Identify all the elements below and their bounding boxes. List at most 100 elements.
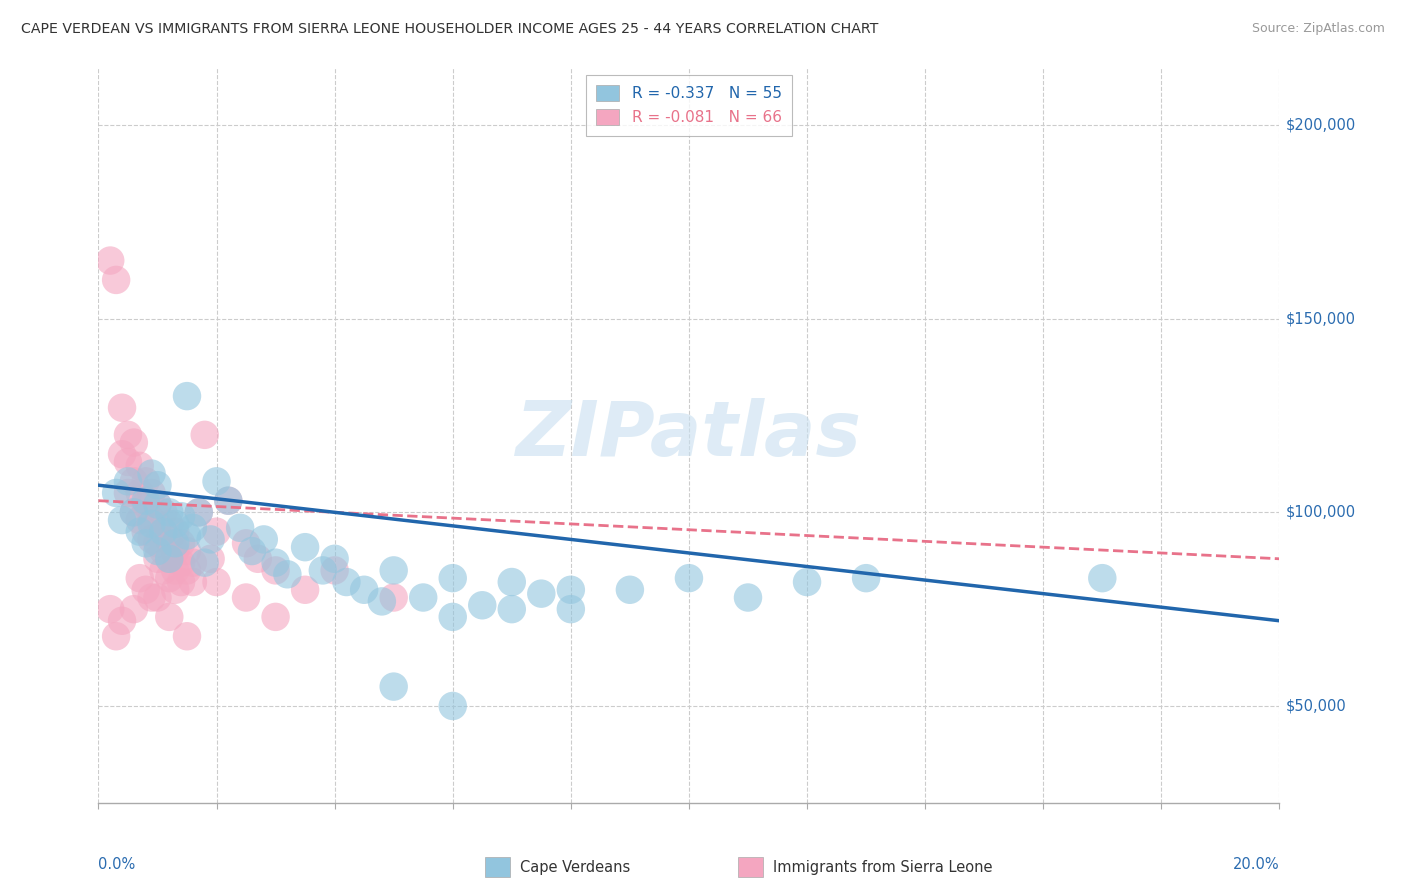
Point bbox=[471, 599, 494, 613]
Point bbox=[135, 475, 157, 489]
Point bbox=[141, 516, 163, 531]
Text: Immigrants from Sierra Leone: Immigrants from Sierra Leone bbox=[773, 860, 993, 874]
Point bbox=[157, 610, 180, 624]
Point bbox=[122, 602, 145, 616]
Point bbox=[501, 602, 523, 616]
Point bbox=[146, 544, 169, 558]
Text: $50,000: $50,000 bbox=[1285, 698, 1346, 714]
Point bbox=[165, 582, 187, 597]
Point bbox=[157, 533, 180, 547]
Text: Source: ZipAtlas.com: Source: ZipAtlas.com bbox=[1251, 22, 1385, 36]
Point bbox=[187, 505, 209, 519]
Point bbox=[117, 486, 139, 500]
Point bbox=[141, 486, 163, 500]
Point bbox=[229, 521, 252, 535]
Text: $200,000: $200,000 bbox=[1285, 118, 1355, 133]
Point bbox=[146, 591, 169, 605]
Point bbox=[441, 571, 464, 585]
Point bbox=[1091, 571, 1114, 585]
Point bbox=[200, 533, 222, 547]
Point bbox=[323, 551, 346, 566]
Text: Cape Verdeans: Cape Verdeans bbox=[520, 860, 630, 874]
Point bbox=[235, 591, 257, 605]
Point bbox=[176, 629, 198, 643]
Point bbox=[382, 563, 405, 577]
Point bbox=[152, 563, 174, 577]
Point bbox=[152, 505, 174, 519]
Point bbox=[170, 509, 193, 524]
Point bbox=[176, 389, 198, 403]
Point bbox=[560, 582, 582, 597]
Point bbox=[141, 533, 163, 547]
Point bbox=[128, 458, 150, 473]
Point bbox=[170, 556, 193, 570]
Point bbox=[152, 524, 174, 539]
Point bbox=[105, 273, 128, 287]
Point bbox=[157, 551, 180, 566]
Point bbox=[146, 498, 169, 512]
Point bbox=[294, 582, 316, 597]
Point bbox=[530, 587, 553, 601]
Point bbox=[205, 575, 228, 590]
Point bbox=[135, 493, 157, 508]
Point bbox=[678, 571, 700, 585]
Point bbox=[323, 563, 346, 577]
Point bbox=[117, 475, 139, 489]
Point bbox=[105, 629, 128, 643]
Point bbox=[141, 591, 163, 605]
Point bbox=[253, 533, 276, 547]
Point bbox=[796, 575, 818, 590]
Point bbox=[181, 575, 204, 590]
Point bbox=[170, 575, 193, 590]
Legend: R = -0.337   N = 55, R = -0.081   N = 66: R = -0.337 N = 55, R = -0.081 N = 66 bbox=[586, 75, 792, 136]
Point bbox=[205, 524, 228, 539]
Point bbox=[111, 614, 134, 628]
Point bbox=[187, 505, 209, 519]
Point bbox=[737, 591, 759, 605]
Point bbox=[141, 467, 163, 481]
Point bbox=[441, 698, 464, 713]
Point bbox=[276, 567, 298, 582]
Point bbox=[194, 556, 217, 570]
Text: CAPE VERDEAN VS IMMIGRANTS FROM SIERRA LEONE HOUSEHOLDER INCOME AGES 25 - 44 YEA: CAPE VERDEAN VS IMMIGRANTS FROM SIERRA L… bbox=[21, 22, 879, 37]
Point bbox=[98, 253, 121, 268]
Point bbox=[146, 498, 169, 512]
Point bbox=[122, 505, 145, 519]
Point bbox=[217, 493, 239, 508]
Point bbox=[194, 428, 217, 442]
Text: $100,000: $100,000 bbox=[1285, 505, 1355, 520]
Point bbox=[146, 536, 169, 550]
Point bbox=[122, 475, 145, 489]
Point bbox=[382, 591, 405, 605]
Point bbox=[157, 551, 180, 566]
Point bbox=[146, 516, 169, 531]
Point bbox=[128, 486, 150, 500]
Point bbox=[157, 516, 180, 531]
Point bbox=[98, 602, 121, 616]
Point bbox=[619, 582, 641, 597]
Point bbox=[176, 563, 198, 577]
Point bbox=[152, 524, 174, 539]
Point bbox=[111, 447, 134, 461]
Point bbox=[111, 513, 134, 527]
Point bbox=[170, 536, 193, 550]
Text: $150,000: $150,000 bbox=[1285, 311, 1355, 326]
Point bbox=[382, 680, 405, 694]
Point bbox=[165, 524, 187, 539]
Text: 20.0%: 20.0% bbox=[1233, 857, 1279, 872]
FancyBboxPatch shape bbox=[485, 857, 510, 877]
Point bbox=[181, 521, 204, 535]
Point bbox=[135, 524, 157, 539]
Point bbox=[165, 516, 187, 531]
Point bbox=[165, 536, 187, 550]
Point bbox=[105, 486, 128, 500]
Point bbox=[128, 513, 150, 527]
Point bbox=[117, 428, 139, 442]
FancyBboxPatch shape bbox=[738, 857, 763, 877]
Point bbox=[122, 435, 145, 450]
Point bbox=[146, 551, 169, 566]
Point bbox=[217, 493, 239, 508]
Point bbox=[135, 536, 157, 550]
Point bbox=[181, 556, 204, 570]
Point bbox=[176, 544, 198, 558]
